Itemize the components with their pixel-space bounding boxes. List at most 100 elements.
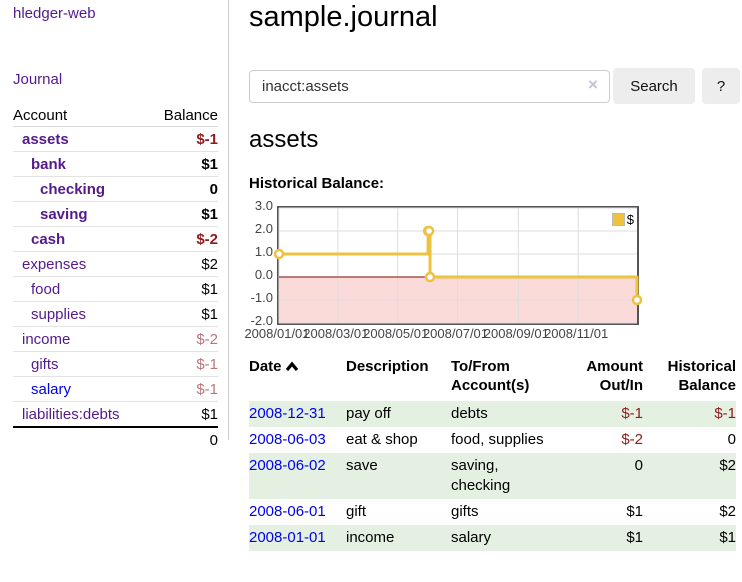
account-balance: $1 bbox=[201, 155, 218, 173]
help-button[interactable]: ? bbox=[702, 68, 740, 104]
transaction-date-link[interactable]: 2008-12-31 bbox=[249, 405, 326, 422]
search-input[interactable] bbox=[249, 70, 610, 103]
chart-plot-area[interactable]: $ bbox=[273, 206, 643, 325]
transaction-accounts: debts bbox=[451, 405, 488, 422]
transaction-description: gift bbox=[346, 503, 367, 520]
y-axis-tick-label: 0.0 bbox=[254, 267, 273, 282]
transaction-balance: $1 bbox=[719, 529, 736, 546]
account-row: checking 0 bbox=[13, 176, 218, 202]
transaction-accounts: gifts bbox=[451, 503, 479, 520]
data-point-marker bbox=[424, 271, 436, 283]
y-axis-tick-label: 3.0 bbox=[254, 198, 273, 213]
col-date[interactable]: Date bbox=[249, 355, 346, 401]
col-date-label: Date bbox=[249, 358, 282, 375]
account-balance: $1 bbox=[201, 305, 218, 323]
sidebar-account-saving[interactable]: saving bbox=[40, 205, 88, 223]
y-axis-tick-label: 2.0 bbox=[254, 221, 273, 236]
y-axis-tick-label: 1.0 bbox=[254, 244, 273, 259]
sidebar-account-gifts[interactable]: gifts bbox=[31, 355, 59, 373]
x-axis-tick-label: 2008/05/01 bbox=[363, 326, 429, 341]
account-row: income $-2 bbox=[13, 326, 218, 352]
y-axis-tick-label: -1.0 bbox=[250, 290, 273, 305]
search-button[interactable]: Search bbox=[613, 68, 695, 104]
accounts-header-row: Account Balance bbox=[13, 104, 218, 127]
account-row: saving $1 bbox=[13, 201, 218, 227]
col-description: Description bbox=[346, 358, 429, 375]
sidebar-account-liabilities-debts[interactable]: liabilities:debts bbox=[22, 405, 120, 423]
sidebar-account-cash[interactable]: cash bbox=[31, 230, 66, 248]
transaction-balance: $-1 bbox=[714, 405, 736, 422]
transaction-amount: $1 bbox=[626, 503, 643, 520]
transaction-accounts: food, supplies bbox=[451, 431, 544, 448]
transaction-accounts: salary bbox=[451, 529, 492, 546]
sidebar-account-expenses[interactable]: expenses bbox=[22, 255, 87, 273]
account-balance: $1 bbox=[201, 280, 218, 298]
series-label: $ bbox=[626, 212, 634, 227]
accounts-total-value: 0 bbox=[209, 431, 218, 449]
transaction-balance: 0 bbox=[727, 431, 736, 448]
sidebar-account-bank[interactable]: bank bbox=[31, 155, 67, 173]
brand-link[interactable]: hledger-web bbox=[13, 5, 96, 22]
transaction-description: save bbox=[346, 457, 378, 474]
sidebar-account-assets[interactable]: assets bbox=[22, 130, 69, 148]
transaction-accounts: saving, checking bbox=[451, 457, 511, 494]
account-balance: 0 bbox=[209, 180, 218, 198]
account-row: expenses $2 bbox=[13, 251, 218, 277]
sidebar-account-supplies[interactable]: supplies bbox=[31, 305, 87, 323]
account-balance: $-2 bbox=[196, 330, 218, 348]
chart-legend: $ bbox=[611, 212, 634, 227]
transaction-description: pay off bbox=[346, 405, 391, 422]
x-axis-tick-label: 2008/09/01 bbox=[483, 326, 549, 341]
x-axis-tick-label: 2008/11/01 bbox=[544, 326, 609, 341]
sidebar-account-checking[interactable]: checking bbox=[40, 180, 106, 198]
transaction-date-link[interactable]: 2008-01-01 bbox=[249, 529, 326, 546]
account-balance: $-1 bbox=[196, 355, 218, 373]
y-axis-tick-label: -2.0 bbox=[250, 313, 273, 328]
account-balance: $2 bbox=[201, 255, 218, 273]
account-balance: $1 bbox=[201, 205, 218, 223]
transaction-date-link[interactable]: 2008-06-02 bbox=[249, 457, 326, 474]
data-point-marker bbox=[423, 225, 435, 237]
data-point-marker bbox=[273, 248, 285, 260]
chart-canvas bbox=[273, 207, 643, 324]
register-row: 2008-12-31 pay off debts $-1 $-1 bbox=[249, 401, 736, 427]
register-row: 2008-01-01 income salary $1 $1 bbox=[249, 525, 736, 551]
sort-ascending-icon bbox=[285, 361, 298, 372]
transaction-date-link[interactable]: 2008-06-03 bbox=[249, 431, 326, 448]
account-balance: $-2 bbox=[196, 230, 218, 248]
account-row: cash $-2 bbox=[13, 226, 218, 252]
register-row: 2008-06-03 eat & shop food, supplies $-2… bbox=[249, 427, 736, 453]
register-row: 2008-06-01 gift gifts $1 $2 bbox=[249, 499, 736, 525]
sidebar-account-salary[interactable]: salary bbox=[31, 380, 72, 398]
register-row: 2008-06-02 save saving, checking 0 $2 bbox=[249, 453, 736, 499]
chart-title-label: Historical Balance: bbox=[249, 175, 385, 192]
sidebar-account-income[interactable]: income bbox=[22, 330, 71, 348]
transaction-description: income bbox=[346, 529, 395, 546]
transaction-balance: $2 bbox=[719, 503, 736, 520]
sidebar-account-food[interactable]: food bbox=[31, 280, 61, 298]
clear-search-icon[interactable]: × bbox=[588, 75, 598, 94]
transaction-date-link[interactable]: 2008-06-01 bbox=[249, 503, 326, 520]
register-header-row: Date Description To/From Account(s) Amou… bbox=[249, 355, 736, 401]
x-axis-tick-label: 2008/03/01 bbox=[303, 326, 369, 341]
col-amount: Amount Out/In bbox=[586, 358, 643, 394]
account-row: bank $1 bbox=[13, 151, 218, 177]
page-title: sample.journal bbox=[249, 1, 438, 33]
account-row: supplies $1 bbox=[13, 301, 218, 327]
account-row: food $1 bbox=[13, 276, 218, 302]
account-row: liabilities:debts $1 bbox=[13, 401, 218, 428]
balance-chart: $ 3.0 2.0 1.0 0.0 -1.0 -2.0 2008/01/01 2008/03/… bbox=[244, 198, 719, 352]
accounts-total-row: 0 bbox=[13, 427, 218, 452]
sidebar-item-journal[interactable]: Journal bbox=[13, 71, 63, 88]
transaction-amount: 0 bbox=[634, 457, 643, 474]
account-row: assets $-1 bbox=[13, 127, 218, 152]
account-row: gifts $-1 bbox=[13, 351, 218, 377]
account-row: salary $-1 bbox=[13, 376, 218, 402]
data-point-marker bbox=[631, 294, 643, 306]
account-balance: $1 bbox=[201, 405, 218, 423]
transaction-balance: $2 bbox=[719, 457, 736, 474]
series-swatch-icon bbox=[611, 213, 625, 226]
transaction-description: eat & shop bbox=[346, 431, 418, 448]
x-axis-tick-label: 2008/07/01 bbox=[422, 326, 489, 341]
